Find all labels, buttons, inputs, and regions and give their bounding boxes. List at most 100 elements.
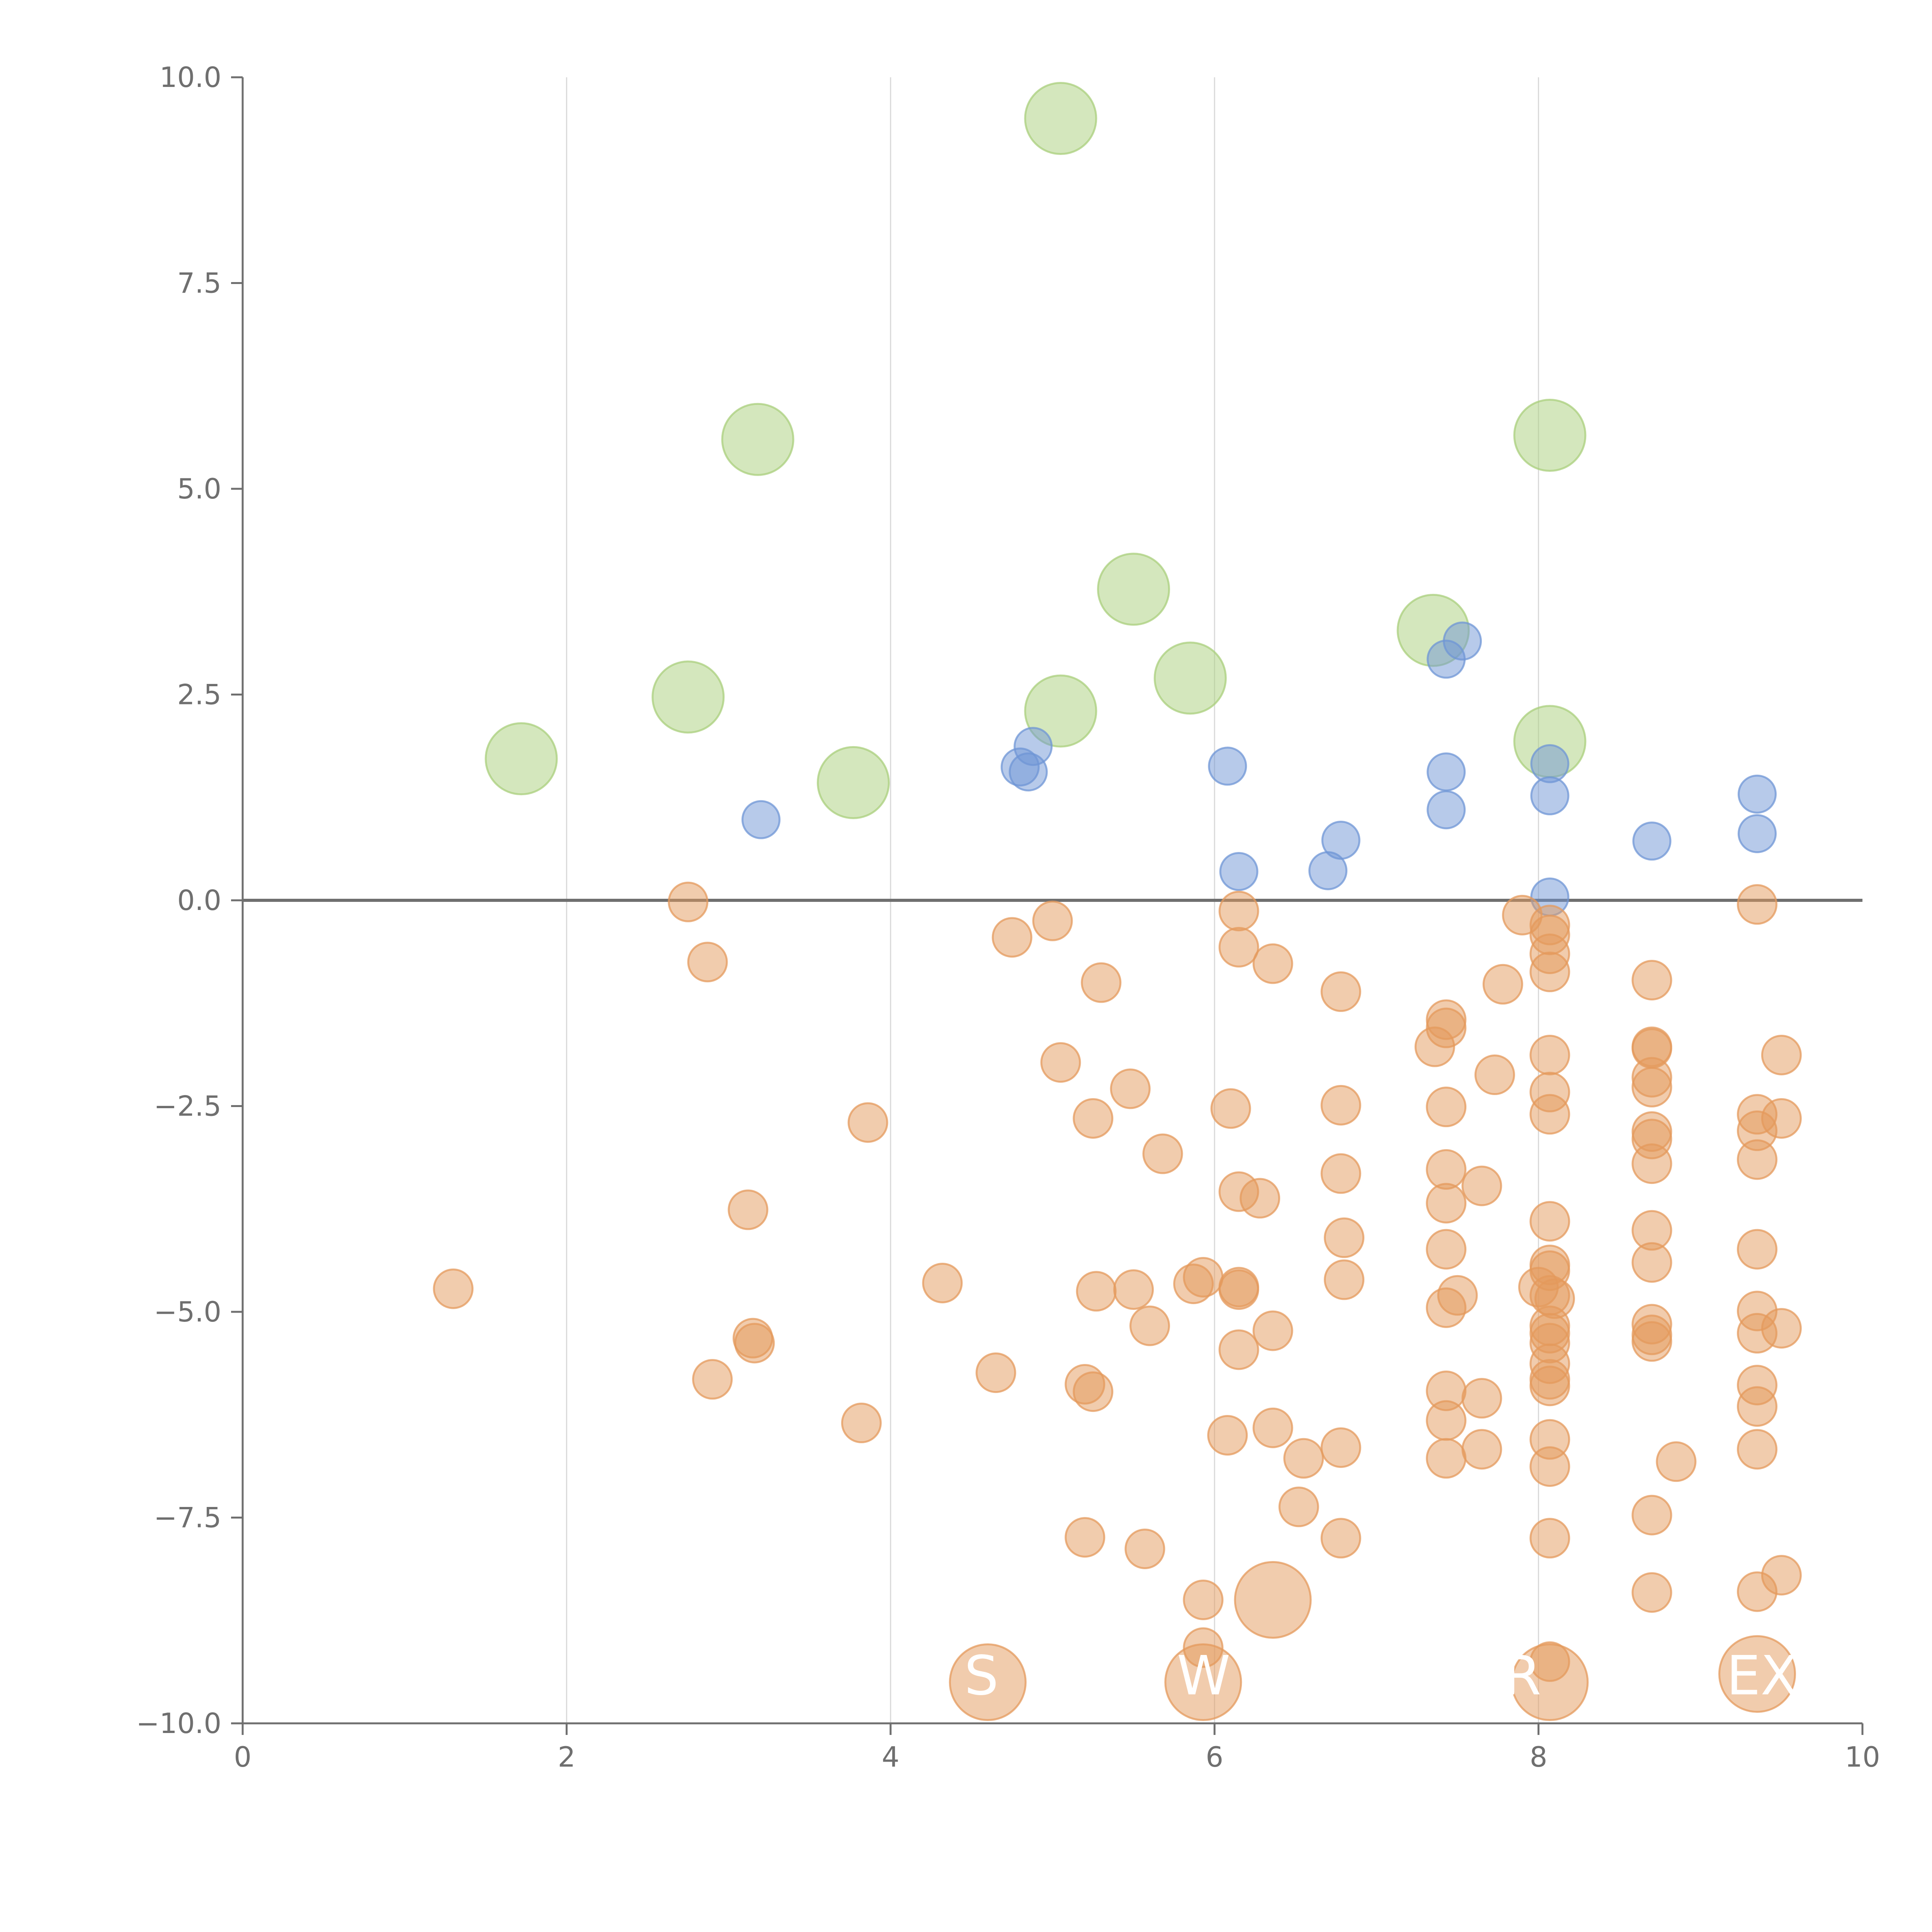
axes: 0 2 4 6 8 10 10.0 7.5 5.0 2.5 0.0 −2.5 −5.0 −7.5 −10.0 — [136, 61, 1880, 1773]
scatter-point-orange — [1210, 1088, 1251, 1129]
scatter-point-green — [721, 403, 794, 476]
scatter-point-orange — [1737, 1139, 1778, 1180]
scatter-point-orange — [1142, 1133, 1183, 1174]
scatter-point-blue — [741, 800, 781, 839]
scatter-point-orange — [734, 1323, 775, 1364]
scatter-point-orange — [1529, 951, 1570, 992]
scatter-point-orange — [847, 1102, 888, 1143]
scatter-point-blue — [1738, 814, 1777, 853]
scatter-point-orange — [1631, 1495, 1672, 1536]
scatter-point-orange — [692, 1359, 733, 1400]
scatter-point-orange — [433, 1268, 474, 1309]
scatter-point-orange — [1737, 1386, 1778, 1427]
scatter-point-orange — [687, 942, 728, 983]
scatter-point-blue — [1009, 752, 1048, 792]
scatter-point-blue — [1427, 790, 1466, 830]
scatter-point-orange — [1426, 1229, 1467, 1270]
scatter-point-orange — [1631, 1572, 1672, 1613]
scatter-point-orange — [1737, 1429, 1778, 1470]
x-tick-label: 2 — [558, 1741, 575, 1773]
scatter-point-orange — [1073, 1371, 1114, 1412]
scatter-point-green — [1024, 674, 1097, 748]
scatter-point-orange — [1218, 891, 1259, 932]
scatter-point-orange — [1761, 1555, 1802, 1596]
scatter-point-orange-large — [1511, 1643, 1589, 1721]
scatter-point-orange — [1631, 1321, 1672, 1362]
scatter-point-orange — [1252, 1310, 1293, 1351]
scatter-point-orange — [1320, 971, 1361, 1012]
scatter-point-blue — [1208, 747, 1247, 786]
scatter-point-green — [1097, 553, 1170, 626]
scatter-point-orange — [1426, 1400, 1467, 1441]
scatter-point-orange — [1761, 1308, 1802, 1349]
scatter-point-green — [816, 746, 890, 819]
annotation-label: S — [964, 1645, 999, 1708]
scatter-point-orange — [1631, 1143, 1672, 1184]
scatter-point-orange — [1110, 1068, 1151, 1109]
scatter-point-orange — [1426, 1087, 1467, 1128]
scatter-point-orange — [1207, 1415, 1248, 1456]
x-tick-label: 0 — [234, 1741, 252, 1773]
scatter-point-orange — [1113, 1269, 1154, 1310]
scatter-point-orange — [1737, 1229, 1778, 1270]
scatter-point-blue — [1219, 852, 1259, 891]
scatter-point-blue — [1632, 821, 1672, 861]
scatter-point-orange — [1320, 1427, 1361, 1468]
scatter-point-green — [485, 722, 558, 796]
scatter-point-green — [1513, 399, 1587, 472]
scatter-point-orange — [992, 917, 1032, 958]
scatter-point-orange — [1252, 943, 1293, 984]
scatter-point-orange — [1529, 1446, 1570, 1487]
y-tick-label: −7.5 — [154, 1502, 221, 1534]
annotation-label: EX — [1726, 1645, 1798, 1708]
scatter-point-orange — [922, 1262, 963, 1303]
scatter-point-orange — [1529, 1094, 1570, 1135]
scatter-point-orange-large — [1164, 1643, 1242, 1721]
scatter-point-orange — [1529, 1366, 1570, 1406]
scatter-point-orange-large — [1234, 1561, 1312, 1639]
scatter-point-orange — [1240, 1178, 1281, 1219]
scatter-point-orange — [1278, 1486, 1319, 1527]
scatter-point-blue — [1427, 639, 1466, 679]
scatter-point-orange — [1426, 1287, 1467, 1328]
scatter-point-orange — [1324, 1259, 1365, 1300]
scatter-point-green — [651, 660, 725, 734]
scatter-point-orange — [1426, 1183, 1467, 1224]
y-tick-label: −10.0 — [136, 1707, 221, 1740]
y-tick-label: −2.5 — [154, 1090, 221, 1122]
annotation-label: R — [1503, 1645, 1541, 1708]
scatter-point-orange — [1073, 1098, 1114, 1139]
scatter-point-orange — [1124, 1528, 1165, 1569]
data-points — [433, 82, 1802, 1721]
y-tick-label: −5.0 — [154, 1296, 221, 1328]
scatter-point-orange — [1631, 960, 1672, 1001]
x-tick-label: 10 — [1845, 1741, 1880, 1773]
scatter-point-orange — [1631, 1242, 1672, 1283]
scatter-point-orange — [1426, 1438, 1467, 1479]
scatter-point-blue — [1738, 774, 1777, 814]
scatter-point-orange — [1656, 1441, 1697, 1482]
scatter-point-orange — [1076, 1271, 1117, 1312]
scatter-point-orange — [728, 1189, 769, 1230]
scatter-point-blue — [1530, 776, 1570, 815]
scatter-point-orange — [1529, 1201, 1570, 1242]
scatter-point-orange — [1065, 1517, 1105, 1558]
scatter-point-blue — [1308, 851, 1348, 890]
y-tick-label: 0.0 — [177, 884, 221, 917]
y-tick-label: 7.5 — [177, 267, 221, 299]
scatter-point-orange — [1283, 1438, 1324, 1479]
scatter-point-orange — [1482, 964, 1523, 1005]
scatter-point-orange — [1218, 1269, 1259, 1310]
scatter-point-orange-large — [949, 1643, 1027, 1721]
scatter-point-orange — [1529, 1518, 1570, 1559]
scatter-point-orange — [841, 1403, 882, 1444]
scatter-point-orange — [1461, 1378, 1502, 1419]
scatter-point-orange — [1320, 1518, 1361, 1559]
bottom-annotations: S W R EX — [964, 1645, 1798, 1708]
annotation-label: W — [1177, 1645, 1230, 1708]
scatter-point-orange — [1183, 1257, 1224, 1298]
y-tick-label: 10.0 — [160, 61, 221, 94]
scatter-point-orange-large — [1718, 1635, 1796, 1713]
scatter-point-blue — [1427, 752, 1466, 792]
